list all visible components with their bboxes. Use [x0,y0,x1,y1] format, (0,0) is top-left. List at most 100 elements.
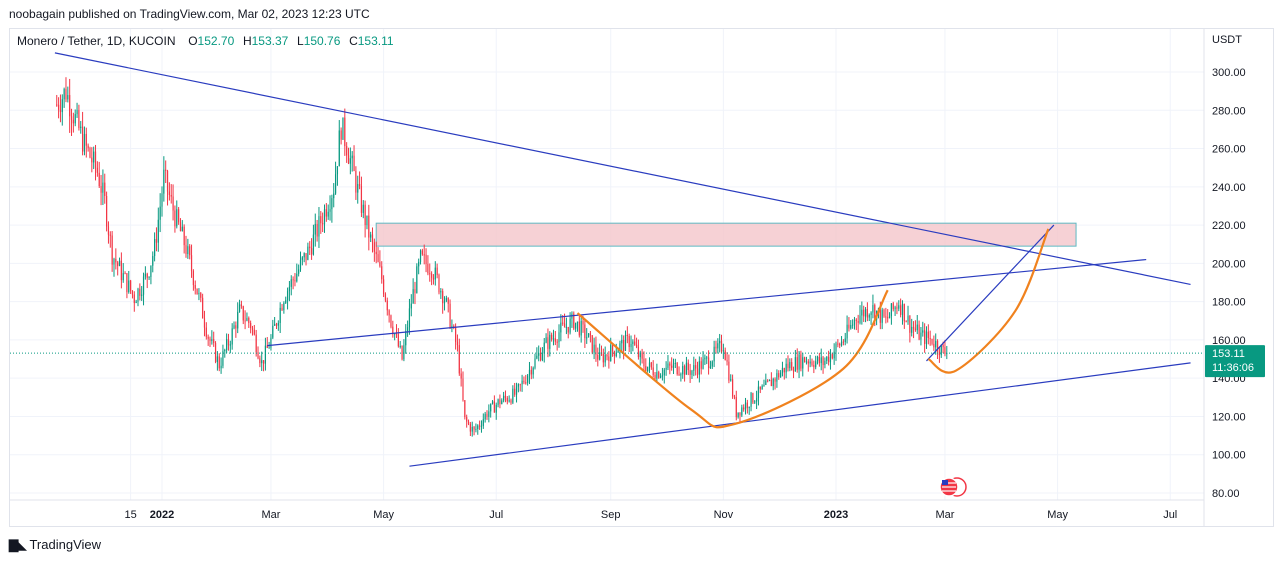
candle-body [205,327,207,337]
candle-body [787,363,789,369]
candle-body [643,358,645,367]
candle [573,311,575,331]
candle-body [351,155,353,159]
candle [530,366,532,380]
candle [888,312,891,319]
price-badge-price: 153.11 [1212,348,1245,360]
candle-body [196,288,198,295]
candle-body [455,327,457,342]
candle [214,341,217,364]
candle-body [327,211,329,217]
candle-body [309,246,311,249]
candle-body [606,354,608,357]
candle-body [676,362,678,375]
candle-body [118,260,121,266]
candle-body [181,226,183,232]
candle-body [329,209,331,212]
candle [680,372,682,382]
candle-body [831,354,833,359]
candle-body [881,309,883,323]
candle [556,339,558,351]
candle [683,364,686,382]
candle-body [421,250,423,255]
candle-body [484,413,486,420]
candle [187,238,189,259]
candle-body [632,341,634,344]
candle-body [573,313,575,329]
candle [179,218,182,232]
candle [185,235,187,258]
candle [813,360,815,374]
candle [844,332,846,346]
candle-body [259,358,261,364]
candle [390,314,392,329]
candle-body [735,397,737,418]
candle [761,384,763,390]
candle-body [76,110,78,115]
candle-body [499,399,501,405]
candle-body [384,294,387,301]
candle [493,395,495,413]
candle [93,146,95,170]
candle-body [366,215,368,226]
candle-body [623,340,625,351]
candle-body [185,245,187,255]
event-flag-icon[interactable] [939,477,967,497]
candle [148,276,150,280]
candle-body [665,367,667,370]
x-tick-label: Mar [935,509,954,521]
candle-body [159,206,161,220]
candle [155,227,158,252]
candle-body [918,324,920,340]
candle [305,253,307,266]
candle-body [613,351,616,357]
candle-body [778,373,780,378]
resistance-zone [375,222,1077,247]
candle-body [528,369,531,376]
candle-body [154,239,156,257]
candle-body [371,234,374,243]
candle [107,221,110,244]
candle-body [504,395,507,398]
candle [238,299,241,313]
candle [560,314,562,342]
candle-body [493,401,495,413]
candle-body [848,324,850,329]
candle-body [272,325,274,338]
candle [157,207,159,252]
candle-body [242,306,244,321]
y-tick-label: 160.00 [1212,335,1246,347]
candle [80,121,82,134]
candle [142,272,145,306]
candle-body [920,332,922,340]
footer[interactable]: ▇◣ TradingView [9,537,101,552]
candle [722,343,724,359]
candle [628,333,630,352]
candle-body [482,419,484,426]
candle-body [458,345,460,374]
candle [181,220,183,232]
candle-body [936,340,939,352]
candle-body [515,386,518,395]
candle-body [451,325,453,328]
candle [368,204,370,251]
candle-body [89,148,91,158]
candle-body [837,343,839,345]
candle-body [586,337,588,339]
candle-body [355,170,357,193]
candle-body [761,385,763,390]
candle-body [91,157,93,163]
candle-body [405,331,407,346]
candle [242,305,244,325]
candle-body [811,361,813,365]
candle [418,258,420,275]
candle-body [392,326,394,335]
candle-body [659,375,662,378]
y-tick-label: 240.00 [1212,182,1246,194]
candle-body [863,309,865,317]
candle [719,333,721,353]
candle-body [106,195,108,227]
candle-body [857,320,859,323]
candle [89,146,91,159]
